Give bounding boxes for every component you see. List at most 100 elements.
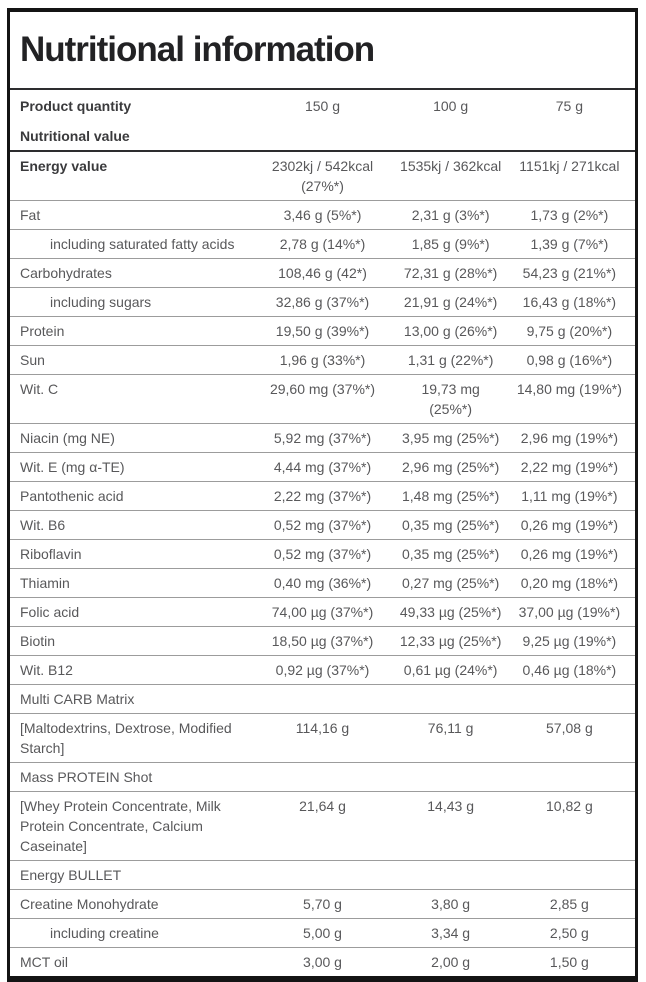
row-value: 16,43 g (18%*) [503, 287, 635, 317]
row-label: Niacin (mg NE) [10, 423, 248, 453]
row-value: 0,52 mg (37%*) [247, 539, 398, 569]
row-value: 0,20 mg (18%*) [503, 568, 635, 598]
row-value: 2,85 g [503, 889, 635, 919]
table-row: [Maltodextrins, Dextrose, Modified Starc… [10, 713, 635, 763]
row-value: 0,52 mg (37%*) [247, 510, 398, 540]
column-header-row: Product quantity 150 g 100 g 75 g [10, 90, 635, 122]
row-value: 2302kj / 542kcal (27%*) [247, 151, 398, 201]
table-row: Protein 19,50 g (39%*) 13,00 g (26%*) 9,75 … [10, 316, 635, 346]
table-row: including creatine 5,00 g 3,34 g 2,50 g [10, 918, 635, 948]
column-header-quantity-3: 75 g [555, 98, 583, 114]
page-title: Nutritional information [20, 30, 375, 69]
row-value: 0,35 mg (25%*) [397, 539, 504, 569]
row-value: 1,11 mg (19%*) [503, 481, 635, 511]
title-box: Nutritional information [10, 12, 635, 90]
row-value: 76,11 g [397, 713, 504, 763]
row-label: Thiamin [10, 568, 248, 598]
row-label: Wit. B6 [10, 510, 248, 540]
row-label: Creatine Monohydrate [10, 889, 248, 919]
row-value: 0,98 g (16%*) [503, 345, 635, 375]
table-row: Wit. E (mg α-TE) 4,44 mg (37%*) 2,96 mg (2… [10, 452, 635, 482]
section-header-row: Multi CARB Matrix [10, 684, 635, 714]
row-value: 0,26 mg (19%*) [503, 510, 635, 540]
row-label: Pantothenic acid [10, 481, 248, 511]
row-label: Mass PROTEIN Shot [10, 762, 635, 792]
table-row: Wit. B12 0,92 µg (37%*) 0,61 µg (24%*) 0,46… [10, 655, 635, 685]
row-value: 2,00 g [431, 954, 471, 970]
row-value: 1,73 g (2%*) [503, 200, 635, 230]
row-value: 74,00 µg (37%*) [247, 597, 398, 627]
row-value: 32,86 g (37%*) [247, 287, 398, 317]
section-header-row: Mass PROTEIN Shot [10, 762, 635, 792]
row-value: 9,25 µg (19%*) [503, 626, 635, 656]
row-value: 5,92 mg (37%*) [247, 423, 398, 453]
row-label: Protein [10, 316, 248, 346]
row-value: 72,31 g (28%*) [397, 258, 504, 288]
row-value: 1,39 g (7%*) [503, 229, 635, 259]
row-label: Energy value [10, 151, 248, 201]
table-row: Energy value 2302kj / 542kcal (27%*) 1535k… [10, 151, 635, 201]
row-value: 1,48 mg (25%*) [397, 481, 504, 511]
table-row: MCT oil 3,00 g 2,00 g 1,50 g [10, 948, 635, 977]
row-value: 3,00 g [303, 954, 342, 970]
table-row: Wit. B6 0,52 mg (37%*) 0,35 mg (25%*) 0,26 … [10, 510, 635, 540]
row-value: 108,46 g (42*) [247, 258, 398, 288]
row-label: Wit. B12 [10, 655, 248, 685]
row-value: 18,50 µg (37%*) [247, 626, 398, 656]
table-row: Pantothenic acid 2,22 mg (37%*) 1,48 mg (2… [10, 481, 635, 511]
row-value: 49,33 µg (25%*) [397, 597, 504, 627]
row-value: 0,40 mg (36%*) [247, 568, 398, 598]
table-row: Biotin 18,50 µg (37%*) 12,33 µg (25%*) 9,25… [10, 626, 635, 656]
row-value: 2,78 g (14%*) [247, 229, 398, 259]
section-header-row: Energy BULLET [10, 860, 635, 890]
row-value: 1151kj / 271kcal [503, 151, 635, 201]
row-value: 0,92 µg (37%*) [247, 655, 398, 685]
row-value: 5,00 g [247, 918, 398, 948]
row-label: MCT oil [20, 954, 68, 970]
row-label: Energy BULLET [10, 860, 635, 890]
section-header-row: Nutritional value [10, 122, 635, 152]
row-value: 3,95 mg (25%*) [397, 423, 504, 453]
row-label: [Maltodextrins, Dextrose, Modified Starc… [10, 713, 248, 763]
table-row: Carbohydrates 108,46 g (42*) 72,31 g (28%*… [10, 258, 635, 288]
row-value: 3,46 g (5%*) [247, 200, 398, 230]
row-value: 2,22 mg (19%*) [503, 452, 635, 482]
row-value: 2,50 g [503, 918, 635, 948]
table-row: Folic acid 74,00 µg (37%*) 49,33 µg (25%*)… [10, 597, 635, 627]
row-value: 0,61 µg (24%*) [397, 655, 504, 685]
row-value: 14,43 g [397, 791, 504, 861]
nutrition-panel: Nutritional information Product quantity… [7, 8, 638, 982]
column-header-product-quantity: Product quantity [20, 98, 132, 114]
row-label: Fat [10, 200, 248, 230]
row-value: 2,31 g (3%*) [397, 200, 504, 230]
table-row: [Whey Protein Concentrate, Milk Protein … [10, 791, 635, 861]
table-row: Thiamin 0,40 mg (36%*) 0,27 mg (25%*) 0,20 … [10, 568, 635, 598]
row-value: 2,96 mg (25%*) [397, 452, 504, 482]
row-value: 2,22 mg (37%*) [247, 481, 398, 511]
row-value: 1535kj / 362kcal [397, 151, 504, 201]
nutrition-table: Product quantity 150 g 100 g 75 g Nutrit… [10, 90, 635, 976]
row-value: 1,96 g (33%*) [247, 345, 398, 375]
row-value: 12,33 µg (25%*) [397, 626, 504, 656]
row-value: 1,50 g [549, 954, 589, 970]
table-row: including saturated fatty acids 2,78 g (1… [10, 229, 635, 259]
row-value: 0,27 mg (25%*) [397, 568, 504, 598]
row-value: 1,85 g (9%*) [397, 229, 504, 259]
row-value: 54,23 g (21%*) [503, 258, 635, 288]
nutrition-table-body: Nutritional value Energy value 2302kj / 54… [10, 122, 635, 976]
row-value: 19,73 mg (25%*) [397, 374, 504, 424]
table-row: Wit. C 29,60 mg (37%*) 19,73 mg (25%*) 14,8… [10, 374, 635, 424]
table-row: Sun 1,96 g (33%*) 1,31 g (22%*) 0,98 g (16%… [10, 345, 635, 375]
row-label: including creatine [10, 918, 248, 948]
row-label: [Whey Protein Concentrate, Milk Protein … [10, 791, 248, 861]
row-label: Biotin [10, 626, 248, 656]
row-value: 0,46 µg (18%*) [503, 655, 635, 685]
row-value: 2,96 mg (19%*) [503, 423, 635, 453]
row-value: 21,64 g [247, 791, 398, 861]
row-value: 1,31 g (22%*) [397, 345, 504, 375]
row-value: 37,00 µg (19%*) [503, 597, 635, 627]
row-label: Sun [10, 345, 248, 375]
row-label: Wit. E (mg α-TE) [10, 452, 248, 482]
row-value: 29,60 mg (37%*) [247, 374, 398, 424]
row-value: 9,75 g (20%*) [503, 316, 635, 346]
